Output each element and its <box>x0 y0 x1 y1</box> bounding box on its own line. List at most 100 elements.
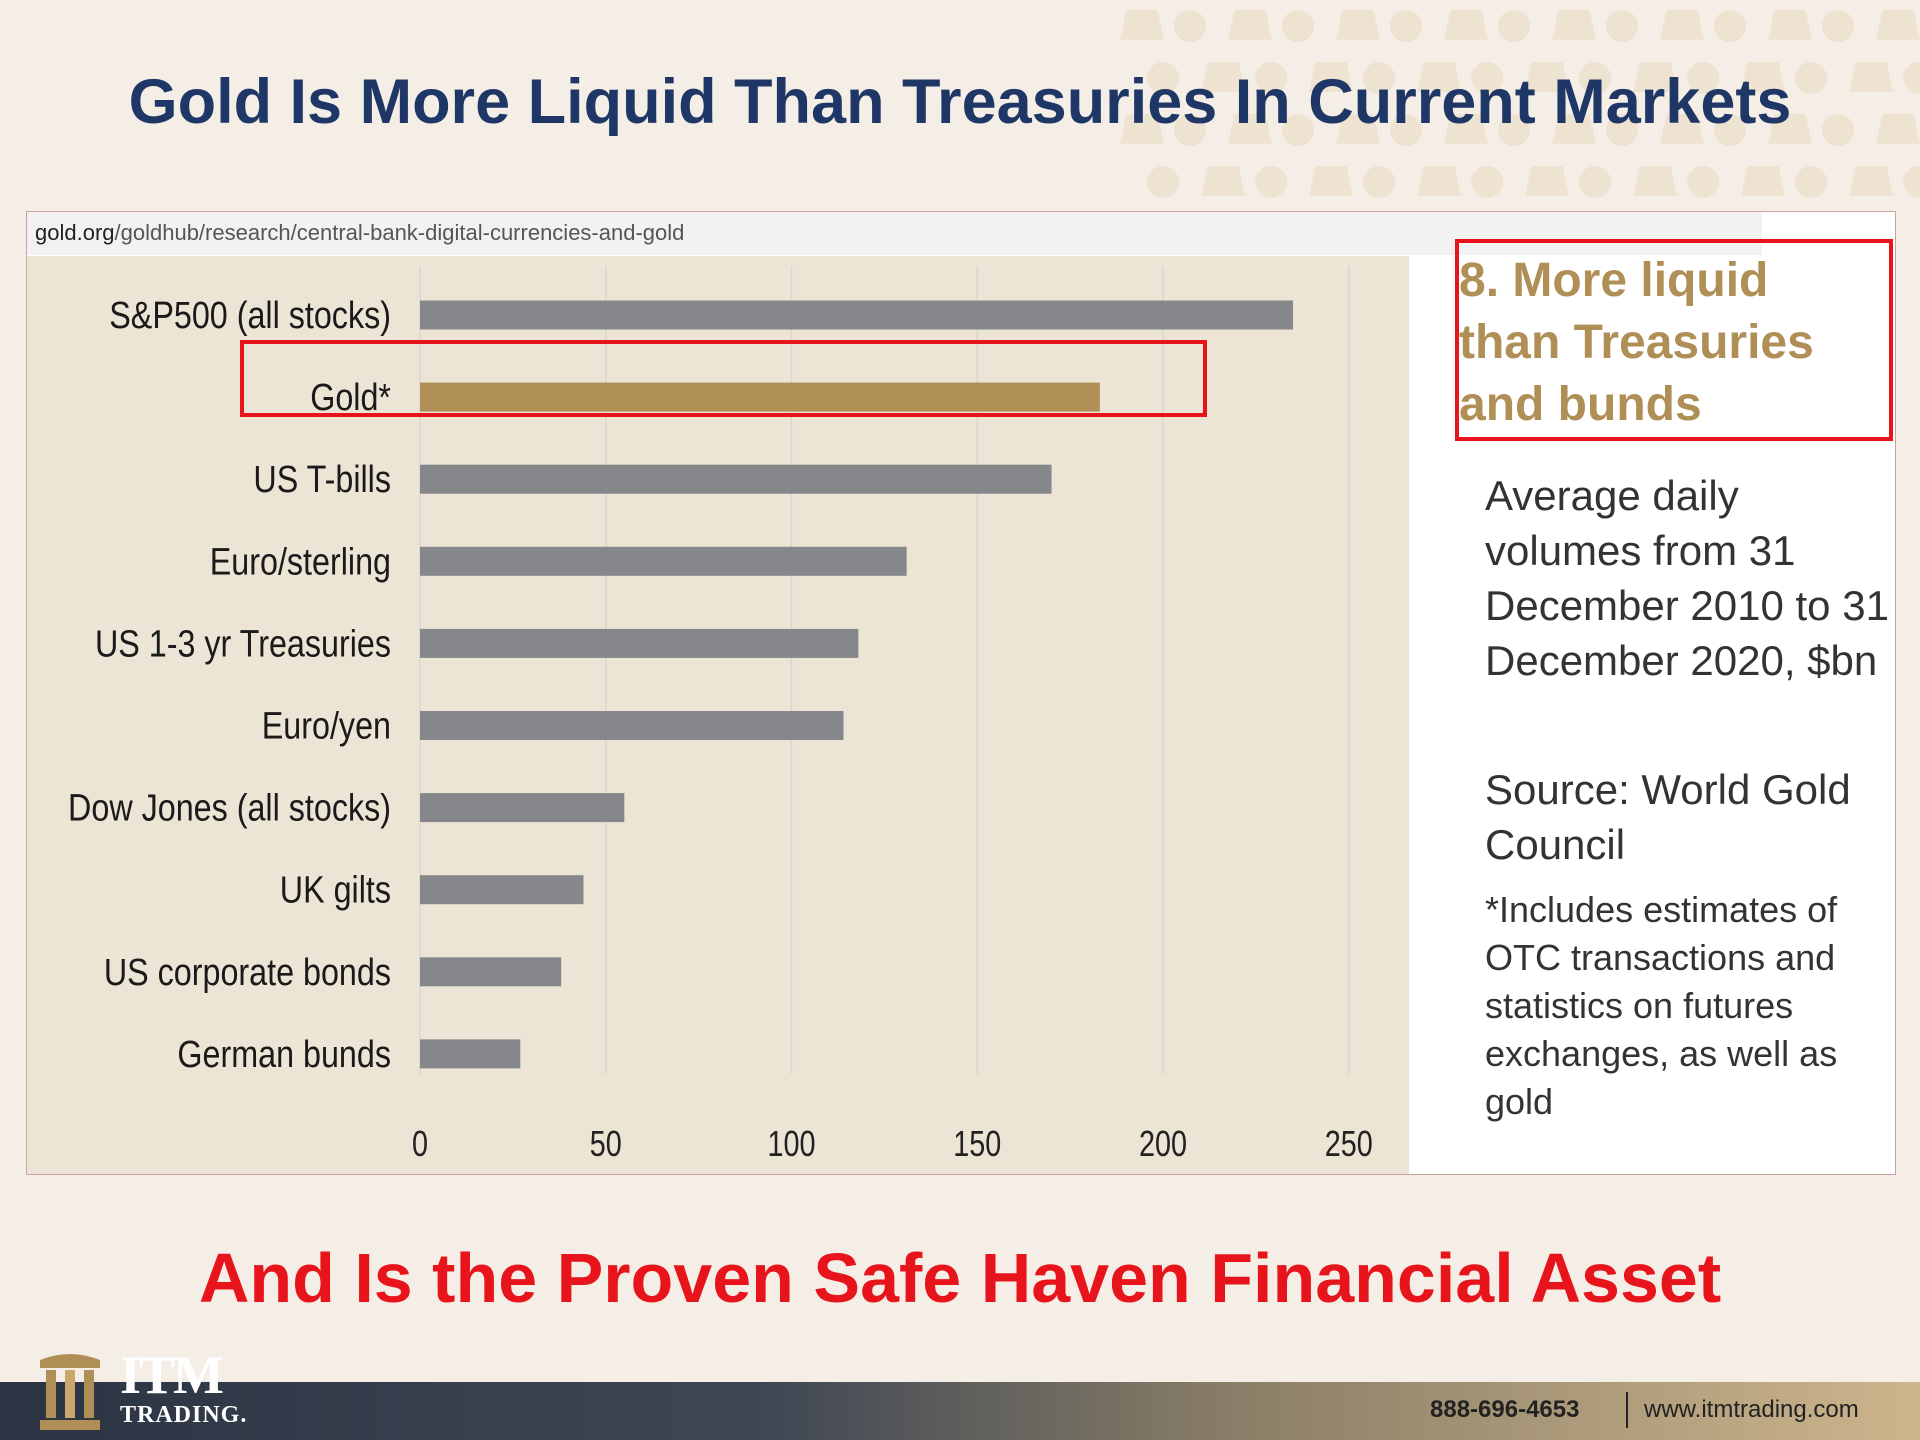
pattern-shape <box>1633 166 1677 196</box>
pattern-shape <box>1795 62 1827 94</box>
pattern-shape <box>1525 62 1569 92</box>
bar-chart: 0 50 100 150 200 250 S&P500 (all stocks) Gold* U… <box>68 266 1373 1164</box>
headline: Gold Is More Liquid Than Treasuries In C… <box>128 67 1792 137</box>
footer-website[interactable]: www.itmtrading.com <box>1644 1396 1859 1423</box>
x-tick-label: 250 <box>1325 1123 1373 1164</box>
pattern-shape <box>1282 10 1314 42</box>
pattern-shape <box>1120 10 1164 40</box>
pattern-shape <box>1309 62 1353 92</box>
bar <box>420 875 584 905</box>
pattern-shape <box>1120 114 1164 144</box>
bar <box>420 711 844 740</box>
pattern-shape <box>1444 10 1488 40</box>
x-tick-label: 150 <box>953 1123 1001 1164</box>
url-path: /goldhub/research/central-bank-digital-c… <box>114 220 685 245</box>
pattern-shape <box>1741 166 1785 196</box>
footer-bar: 888-696-4653 www.itmtrading.com <box>0 1382 1920 1440</box>
pattern-shape <box>1687 166 1719 198</box>
bar <box>420 793 625 823</box>
pattern-shape <box>1174 10 1206 42</box>
bar <box>420 300 1294 330</box>
side-title: 8. More liquid than Treasuries and bunds <box>1459 250 1879 436</box>
pattern-shape <box>1768 10 1812 40</box>
pattern-shape <box>1201 62 1245 92</box>
embedded-screenshot: gold.org/goldhub/research/central-bank-d… <box>26 211 1896 1175</box>
x-tick-label: 0 <box>412 1123 428 1164</box>
pattern-shape <box>1876 114 1920 144</box>
category-label: Dow Jones (all stocks) <box>68 787 391 829</box>
gold-highlight-box <box>240 340 1207 417</box>
x-tick-label: 200 <box>1139 1123 1187 1164</box>
pattern-shape <box>1849 62 1893 92</box>
pattern-shape <box>1876 10 1920 40</box>
side-title-line: 8. More liquid <box>1459 254 1769 307</box>
category-label: US 1-3 yr Treasuries <box>95 623 391 665</box>
logo-brand: ITM <box>120 1345 224 1405</box>
pattern-shape <box>1417 62 1461 92</box>
pattern-shape <box>1471 166 1503 198</box>
pattern-shape <box>1714 114 1746 146</box>
pattern-shape <box>1444 114 1488 144</box>
bar <box>420 464 1052 494</box>
pattern-shape <box>1849 166 1893 196</box>
pattern-shape <box>1390 114 1422 146</box>
chart-description: Average daily volumes from 31 December 2… <box>1485 472 1889 684</box>
pattern-shape <box>1903 166 1920 198</box>
bar <box>420 957 562 987</box>
pattern-shape <box>1363 62 1395 94</box>
pattern-shape <box>1255 166 1287 198</box>
pattern-shape <box>1525 166 1569 196</box>
category-label: Euro/yen <box>262 705 391 747</box>
category-label: UK gilts <box>280 869 391 911</box>
pattern-shape <box>1552 114 1596 144</box>
pattern-shape <box>1606 10 1638 42</box>
pattern-shape <box>1147 62 1179 94</box>
bar <box>420 628 859 658</box>
pattern-shape <box>1795 166 1827 198</box>
category-label: US T-bills <box>253 459 391 501</box>
chart-footnote: *Includes estimates of OTC transactions … <box>1485 889 1838 1122</box>
logo-sub: TRADING. <box>120 1402 248 1428</box>
category-label: Gold* <box>310 377 391 419</box>
pattern-shape <box>1660 114 1704 144</box>
category-label: US corporate bonds <box>104 951 391 993</box>
bar <box>420 546 907 576</box>
pattern-shape <box>1687 62 1719 94</box>
pattern-shape <box>1228 10 1272 40</box>
pattern-shape <box>1363 166 1395 198</box>
pattern-shape <box>1741 62 1785 92</box>
pattern-shape <box>1606 114 1638 146</box>
pattern-shape <box>1498 114 1530 146</box>
side-title-highlight-box <box>1455 239 1893 441</box>
pattern-shape <box>1174 114 1206 146</box>
pattern-shape <box>1579 62 1611 94</box>
pattern-shape <box>1228 114 1272 144</box>
browser-url-bar[interactable]: gold.org/goldhub/research/central-bank-d… <box>27 212 1762 255</box>
pattern-shape <box>1822 114 1854 146</box>
pattern-shape <box>1282 114 1314 146</box>
url-domain: gold.org <box>35 220 115 245</box>
subheadline: And Is the Proven Safe Haven Financial A… <box>198 1239 1722 1317</box>
side-title-line: and bunds <box>1459 378 1702 431</box>
itm-logo[interactable]: ITM TRADING. <box>38 1346 258 1436</box>
pattern-shape <box>1903 62 1920 94</box>
bar <box>420 382 1100 412</box>
pattern-shape <box>1309 166 1353 196</box>
pattern-shape <box>1390 10 1422 42</box>
category-label: Euro/sterling <box>210 541 391 583</box>
chart-area: 0 50 100 150 200 250 S&P500 (all stocks) Gold* U… <box>27 256 1409 1174</box>
pattern-shape <box>1633 62 1677 92</box>
pattern-shape <box>1201 166 1245 196</box>
pattern-shape <box>1336 114 1380 144</box>
pattern-shape <box>1498 10 1530 42</box>
pillar-icon <box>40 1354 100 1430</box>
footer-phone[interactable]: 888-696-4653 <box>1430 1396 1580 1423</box>
pattern-shape <box>1579 166 1611 198</box>
pattern-shape <box>1417 166 1461 196</box>
footer-divider <box>1626 1392 1628 1428</box>
bar <box>420 1039 521 1069</box>
x-tick-label: 100 <box>767 1123 815 1164</box>
category-label: German bunds <box>177 1033 391 1075</box>
side-title-line: than Treasuries <box>1459 316 1814 369</box>
decorative-pattern <box>1120 0 1920 210</box>
